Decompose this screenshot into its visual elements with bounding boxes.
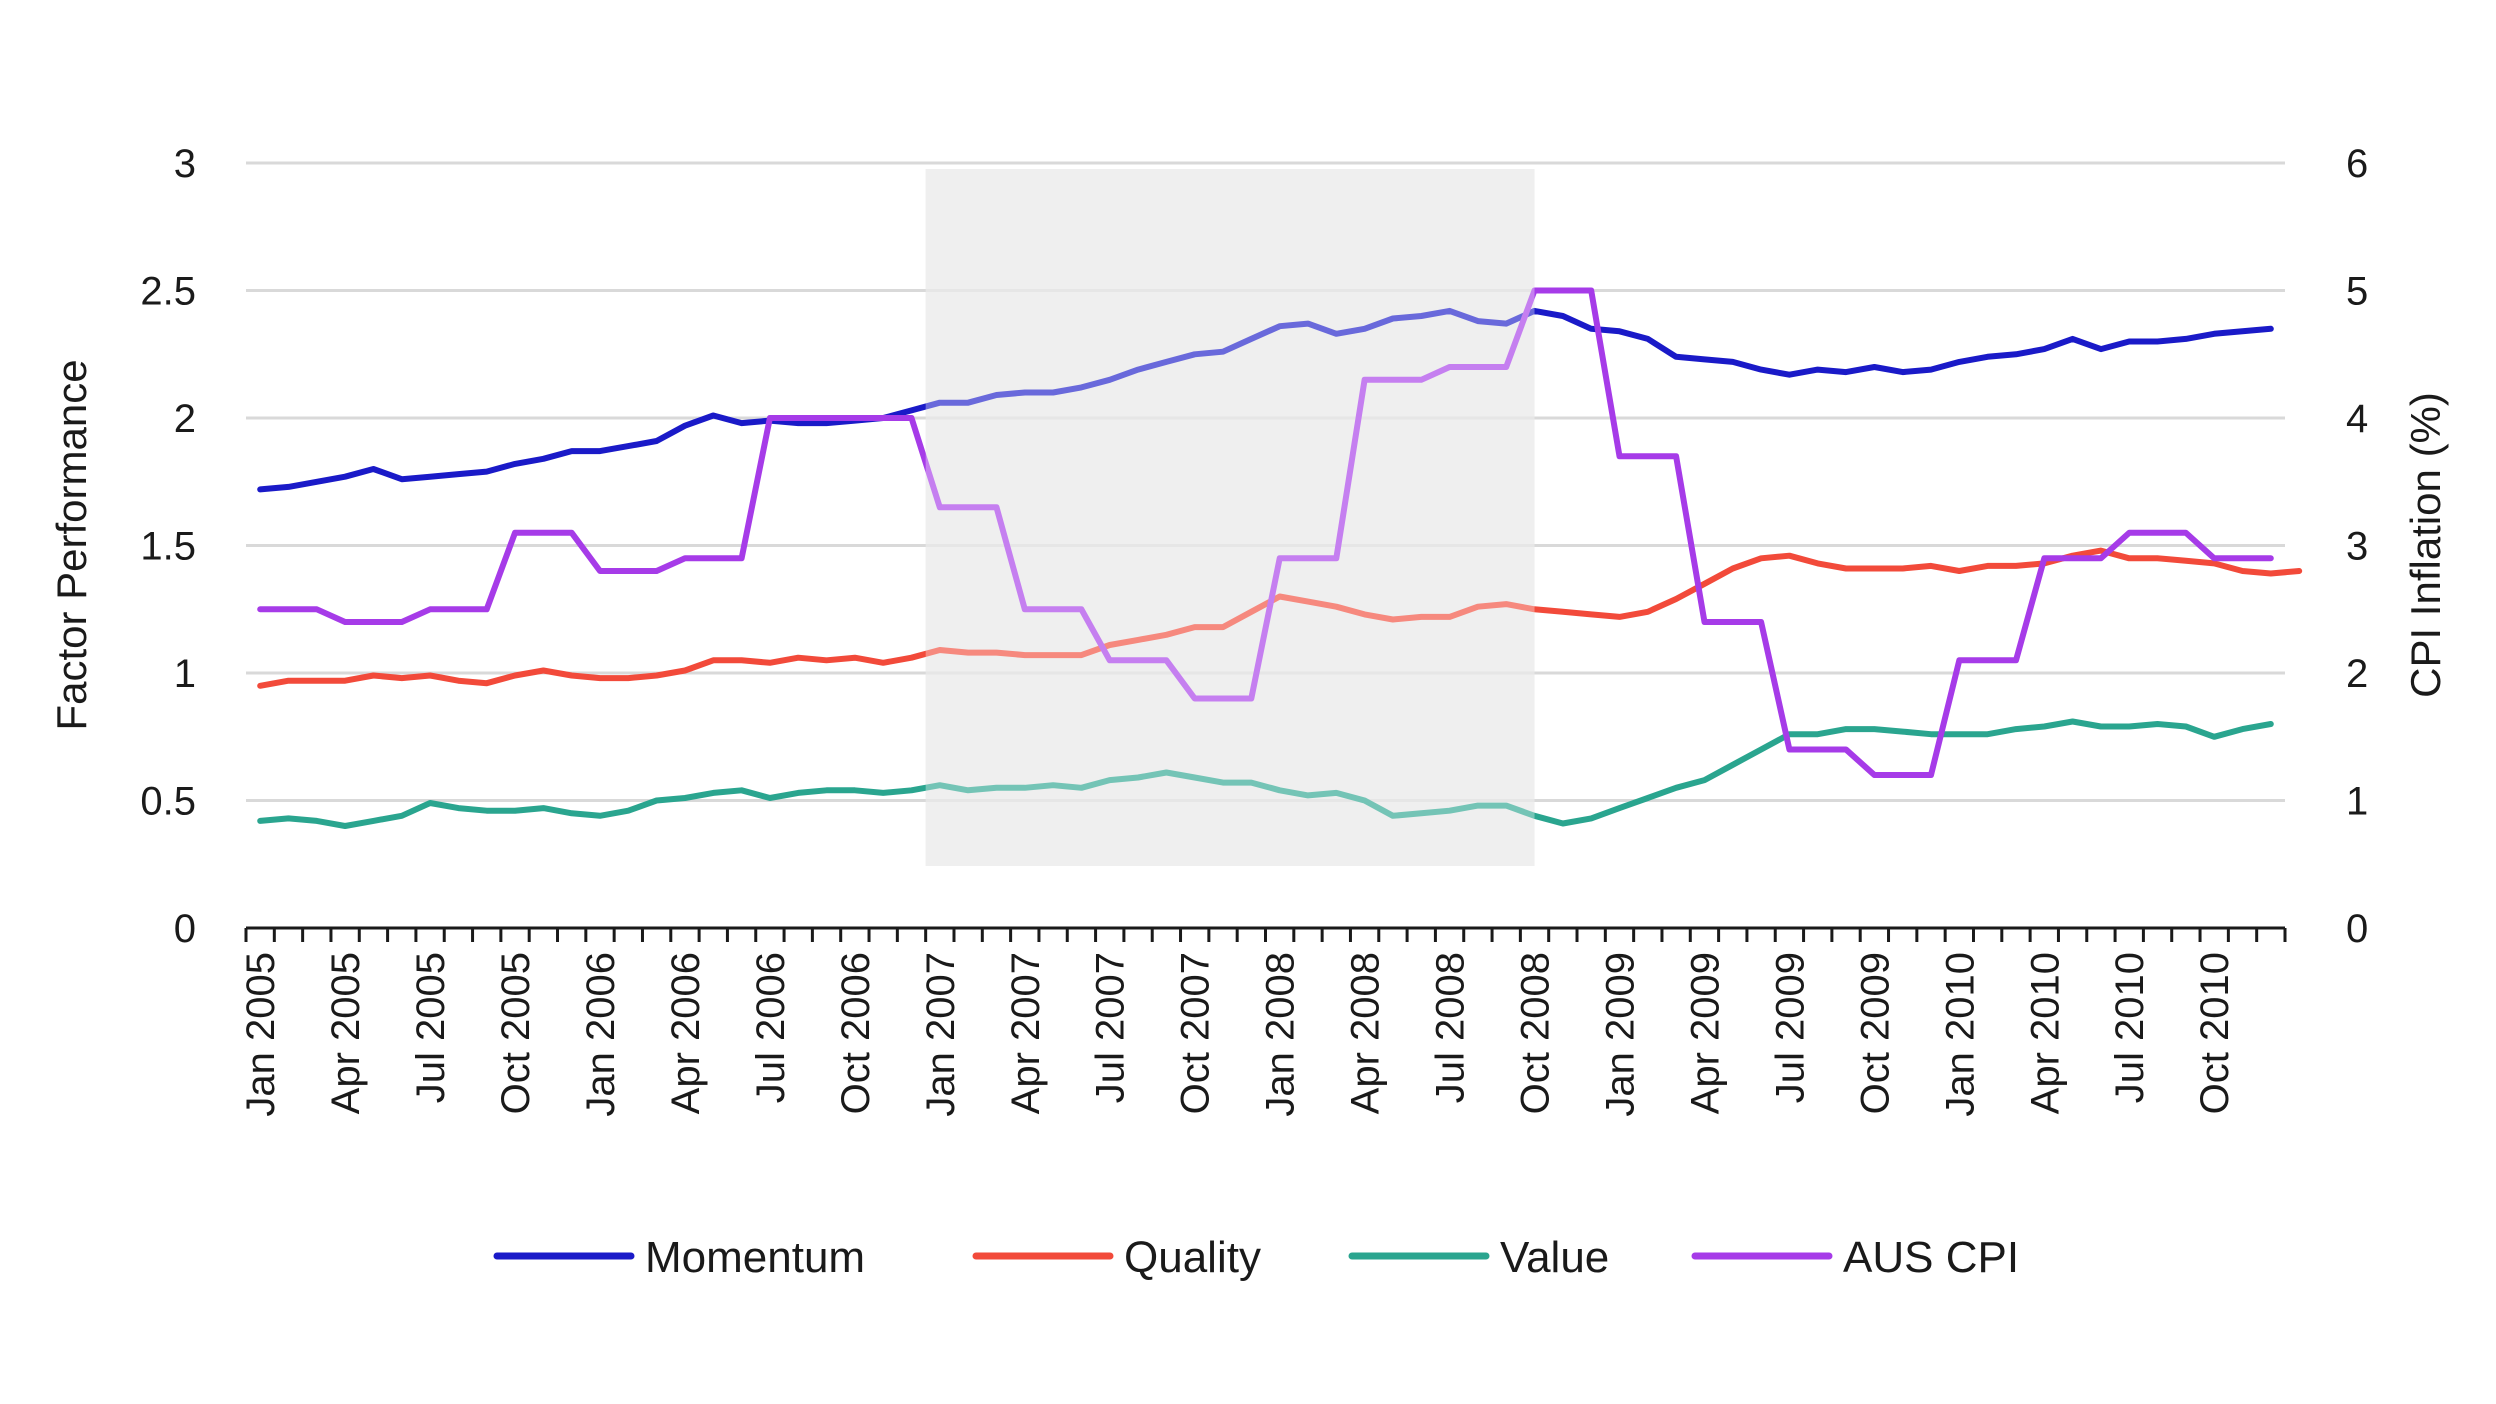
series-line-aus-cpi xyxy=(257,287,2274,778)
series-line-value xyxy=(257,718,2274,829)
left-axis-tick-label: 0.5 xyxy=(140,780,196,824)
shaded-region-overlay xyxy=(925,169,1535,866)
x-axis-tick-label: Apr 2010 xyxy=(2023,952,2067,1114)
series-layer xyxy=(257,287,2303,829)
x-axis-tick-label: Oct 2008 xyxy=(1514,952,1558,1114)
x-axis-tick-label: Jan 2009 xyxy=(1598,952,1642,1117)
right-axis-tick-label: 3 xyxy=(2346,525,2368,569)
right-axis-tick-label: 4 xyxy=(2346,397,2368,441)
left-axis-tick-label: 0 xyxy=(174,907,196,951)
x-axis-tick-label: Jul 2009 xyxy=(1768,952,1812,1103)
left-axis-title: Factor Performance xyxy=(48,359,95,730)
left-axis-tick-label: 2.5 xyxy=(140,270,196,314)
series-line-momentum xyxy=(257,307,2274,493)
left-axis-tick-label: 3 xyxy=(174,142,196,186)
x-axis-tick-label: Oct 2006 xyxy=(834,952,878,1114)
x-axis-tick-label: Apr 2009 xyxy=(1683,952,1727,1114)
x-axis-tick-label: Apr 2005 xyxy=(324,952,368,1114)
right-axis-tick-label: 0 xyxy=(2346,907,2368,951)
right-axis-tick-labels: 0 1 2 3 4 5 6 xyxy=(2346,142,2368,951)
x-axis-tick-label: Apr 2007 xyxy=(1004,952,1048,1114)
legend-label: AUS CPI xyxy=(1843,1233,2019,1282)
left-axis-tick-labels: 0 0.5 1 1.5 2 2.5 3 xyxy=(140,142,196,951)
x-axis-tick-label: Oct 2009 xyxy=(1853,952,1897,1114)
left-axis-tick-label: 2 xyxy=(174,397,196,441)
right-axis-tick-label: 2 xyxy=(2346,652,2368,696)
x-axis-tick-label: Jul 2008 xyxy=(1429,952,1473,1103)
x-axis-tick-label: Jan 2006 xyxy=(579,952,623,1117)
x-axis-tick-label: Oct 2005 xyxy=(494,952,538,1114)
x-axis-tick-label: Jan 2010 xyxy=(1938,952,1982,1117)
left-axis-tick-label: 1 xyxy=(174,652,196,696)
x-axis-tick-label: Jan 2008 xyxy=(1259,952,1303,1117)
legend-label: Momentum xyxy=(645,1233,865,1282)
x-axis-tick-label: Jul 2005 xyxy=(409,952,453,1103)
right-axis-title: CPI Inflation (%) xyxy=(2402,392,2449,698)
series-line-quality xyxy=(257,547,2303,689)
right-axis-tick-label: 6 xyxy=(2346,142,2368,186)
right-axis-tick-label: 1 xyxy=(2346,780,2368,824)
x-axis-tick-label: Apr 2006 xyxy=(664,952,708,1114)
x-axis-tick-label: Jan 2007 xyxy=(919,952,963,1117)
x-axis-tick-labels: Jan 2005 Apr 2005 Jul 2005 Oct 2005 Jan 2006… xyxy=(239,952,2237,1117)
right-axis-tick-label: 5 xyxy=(2346,270,2368,314)
x-axis-tick-label: Jul 2010 xyxy=(2108,952,2152,1103)
x-axis-tick-label: Jul 2006 xyxy=(749,952,793,1103)
legend: Momentum Quality Value AUS CPI xyxy=(493,1233,2019,1282)
legend-label: Value xyxy=(1500,1233,1609,1282)
axes xyxy=(244,926,2287,942)
gridlines xyxy=(246,161,2285,802)
shaded-region xyxy=(925,169,1535,866)
x-axis-tick-label: Oct 2010 xyxy=(2193,952,2237,1114)
x-axis-tick-label: Apr 2008 xyxy=(1344,952,1388,1114)
x-axis-tick-label: Oct 2007 xyxy=(1174,952,1218,1114)
left-axis-tick-label: 1.5 xyxy=(140,525,196,569)
x-axis-tick-label: Jan 2005 xyxy=(239,952,283,1117)
legend-label: Quality xyxy=(1124,1233,1261,1282)
x-axis-tick-label: Jul 2007 xyxy=(1089,952,1133,1103)
